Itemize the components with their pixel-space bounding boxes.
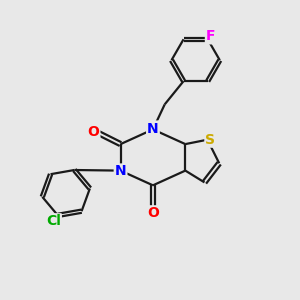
Text: O: O	[88, 125, 99, 139]
Text: S: S	[206, 133, 215, 147]
Text: O: O	[147, 206, 159, 220]
Text: N: N	[147, 122, 159, 136]
Text: N: N	[115, 164, 126, 178]
Text: Cl: Cl	[46, 214, 61, 228]
Text: F: F	[206, 29, 215, 43]
